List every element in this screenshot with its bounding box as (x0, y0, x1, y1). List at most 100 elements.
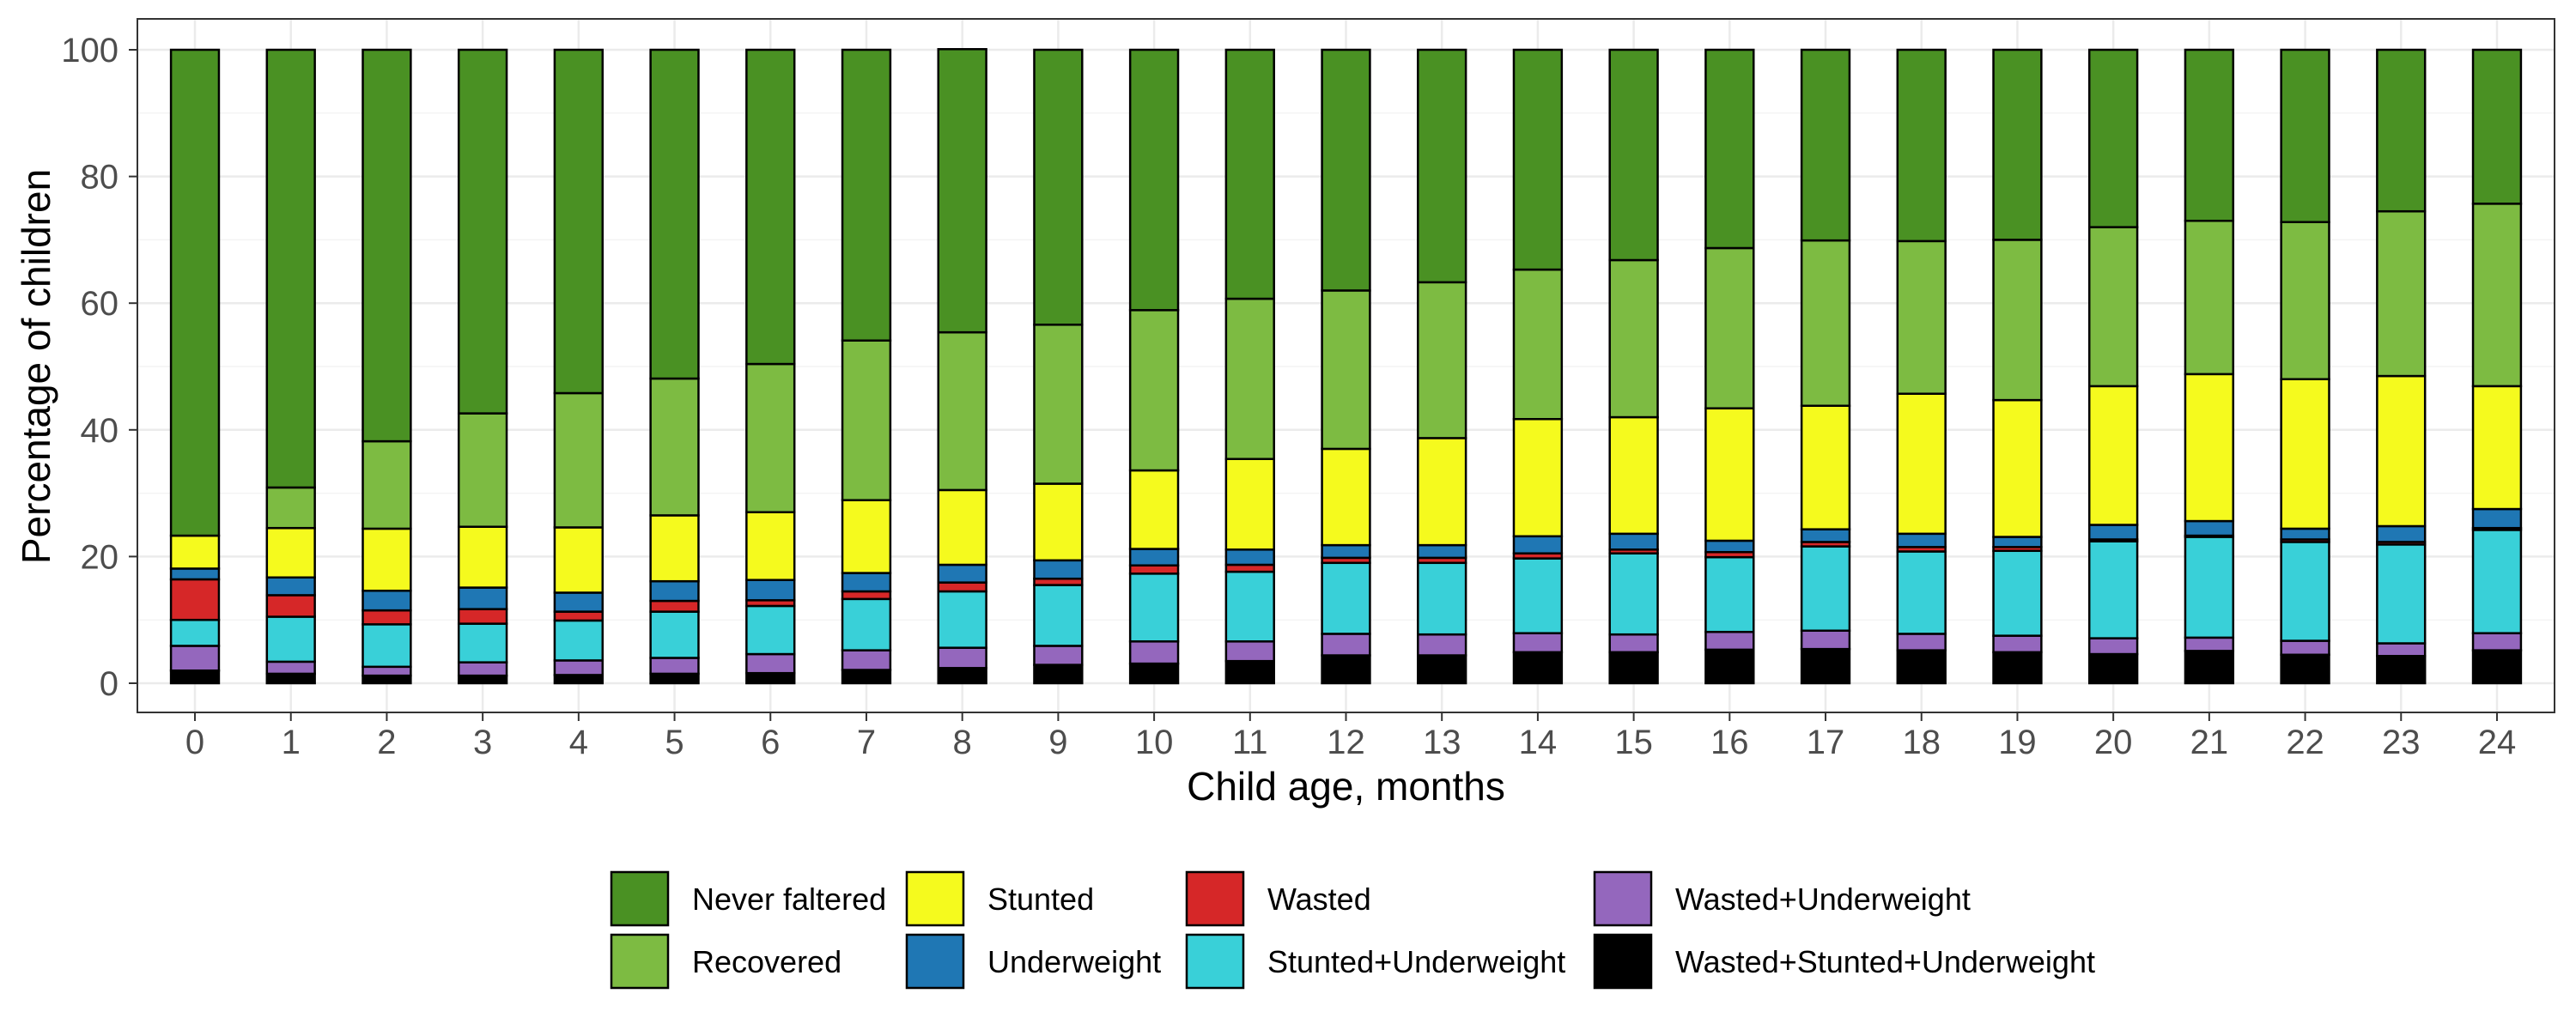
bar-segment (841, 339, 892, 501)
bar-segment (1608, 633, 1659, 654)
bar-segment (2184, 48, 2235, 222)
bar-segment (1128, 662, 1180, 685)
bar-segment (265, 672, 316, 685)
bar-segment (937, 590, 987, 649)
bar-segment (169, 48, 221, 537)
bar-segment (937, 581, 987, 593)
bar-segment (1321, 447, 1371, 547)
x-tick-label: 18 (1902, 724, 1941, 761)
bar-segment (937, 488, 987, 566)
x-tick-label: 17 (1807, 724, 1845, 761)
legend-label: Wasted+Underweight (1675, 882, 1971, 917)
bar-segment (1224, 457, 1275, 551)
bar-segment (649, 377, 700, 517)
bar-segment (553, 591, 605, 613)
bar-segment (361, 665, 412, 677)
bar-segment (1128, 469, 1180, 550)
bar-segment (2184, 220, 2235, 376)
bar-segment (1224, 548, 1275, 566)
bar-segment (1800, 545, 1851, 632)
bar-segment (1128, 548, 1180, 566)
bar-segment (1608, 651, 1659, 685)
bar-segment (1896, 392, 1947, 536)
bar-segment (1224, 640, 1275, 663)
bar-segment (361, 48, 412, 443)
bar-segment (457, 661, 508, 677)
x-tick-label: 23 (2382, 724, 2421, 761)
bar-segment (1992, 634, 2043, 654)
legend-label: Wasted (1267, 882, 1371, 917)
legend-key (610, 870, 670, 927)
bar-segment (1704, 407, 1755, 542)
bar-segment (553, 619, 605, 662)
bar-segment (1608, 258, 1659, 419)
bar-segment (745, 604, 796, 656)
bar-segment (1992, 651, 2043, 685)
x-tick-label: 12 (1327, 724, 1365, 761)
bar-segment (1896, 532, 1947, 548)
bar-segment (1608, 552, 1659, 636)
legend-label: Recovered (692, 944, 841, 979)
bar-segment (553, 659, 605, 676)
legend-label: Underweight (987, 944, 1161, 979)
bar-segment (1704, 48, 1755, 250)
bar-segment (1224, 48, 1275, 300)
legend-key (1593, 870, 1653, 927)
bar-segment (1033, 324, 1084, 485)
bar-segment (1896, 633, 1947, 651)
bar-segment (1800, 239, 1851, 408)
x-tick-label: 7 (857, 724, 876, 761)
bar-segment (1128, 48, 1180, 312)
bar-segment (265, 594, 316, 618)
bar-segment (649, 610, 700, 659)
bar-segment (553, 526, 605, 594)
bar-segment (1321, 543, 1371, 560)
bar-segment (457, 525, 508, 589)
bar-segment (1417, 48, 1467, 284)
bar-segment (1608, 532, 1659, 551)
bar-segment (1033, 559, 1084, 580)
bar-segment (841, 48, 892, 342)
bar-segment (1417, 437, 1467, 547)
bar-segment (1800, 404, 1851, 530)
bar-segment (2376, 543, 2427, 645)
bar-segment (2184, 373, 2235, 523)
bar-segment (1128, 573, 1180, 643)
x-tick-label: 10 (1135, 724, 1174, 761)
bar-segment (265, 576, 316, 597)
y-tick-label: 0 (100, 665, 118, 703)
bar-segment (169, 669, 221, 685)
bar-segment (1896, 239, 1947, 395)
bar-segment (1512, 535, 1564, 554)
bar-segment (2376, 374, 2427, 528)
bar-segment (2087, 540, 2139, 639)
x-tick-label: 11 (1232, 724, 1268, 761)
x-tick-label: 8 (953, 724, 972, 761)
bar-segment (1992, 398, 2043, 538)
bar-segment (457, 608, 508, 625)
bar-segment (1704, 648, 1755, 685)
bar-segment (1512, 48, 1564, 271)
bar-segment (2087, 226, 2139, 388)
x-tick-label: 14 (1519, 724, 1558, 761)
bar-segment (2087, 524, 2139, 541)
bar-segment (553, 674, 605, 685)
bar-segment (1512, 632, 1564, 654)
legend-label: Stunted+Underweight (1267, 944, 1565, 979)
bar-segment (937, 330, 987, 492)
bar-segment (169, 578, 221, 621)
bar-segment (2280, 639, 2330, 657)
bar-segment (2376, 642, 2427, 657)
bar-segment (2280, 48, 2330, 223)
bar-segment (265, 486, 316, 530)
bar-segment (1224, 659, 1275, 685)
bar-segment (1128, 640, 1180, 665)
bar-segment (841, 572, 892, 593)
bar-segment (361, 590, 412, 612)
bar-segment (2280, 541, 2330, 642)
legend-key (1593, 933, 1653, 990)
bar-segment (1800, 528, 1851, 543)
x-tick-label: 16 (1710, 724, 1749, 761)
bar-segment (1512, 268, 1564, 421)
bar-segment (745, 362, 796, 513)
